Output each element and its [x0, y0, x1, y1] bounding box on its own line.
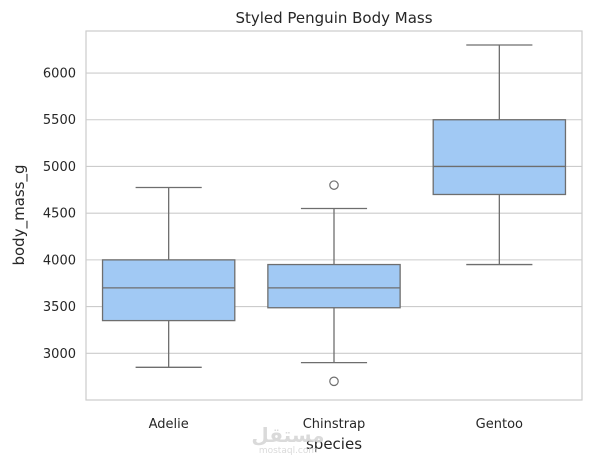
y-tick-label: 6000 — [43, 67, 76, 82]
outlier-point — [329, 180, 339, 190]
watermark-text: مستقل — [251, 423, 324, 447]
x-tick-label: Chinstrap — [303, 417, 366, 432]
box-gentoo — [432, 44, 567, 266]
watermark-subtext: mostaql.com — [259, 446, 317, 456]
tick-labels: 3000 3500 4000 4500 5000 5500 6000 Adelie Chinst… — [43, 67, 523, 432]
iqr-box — [101, 259, 236, 322]
outlier-point — [329, 376, 339, 387]
y-tick-label: 3500 — [43, 300, 76, 315]
chart-title: Styled Penguin Body Mass — [235, 9, 432, 27]
box-chinstrap — [267, 180, 401, 387]
x-axis-title: species — [306, 435, 362, 453]
y-tick-label: 4500 — [43, 207, 76, 222]
iqr-box — [267, 263, 401, 309]
iqr-box — [432, 119, 567, 196]
watermark-logo: مستقل mostaql.com — [251, 423, 324, 456]
x-tick-label: Adelie — [149, 417, 189, 432]
y-tick-label: 5500 — [43, 113, 76, 128]
y-tick-label: 4000 — [43, 253, 76, 268]
y-tick-label: 5000 — [43, 160, 76, 175]
plot-frame — [85, 30, 583, 401]
x-tick-label: Gentoo — [476, 417, 523, 432]
box-series — [101, 44, 567, 387]
box-adelie — [101, 186, 236, 368]
y-tick-label: 3000 — [43, 347, 76, 362]
y-axis-title: body_mass_g — [10, 164, 29, 265]
